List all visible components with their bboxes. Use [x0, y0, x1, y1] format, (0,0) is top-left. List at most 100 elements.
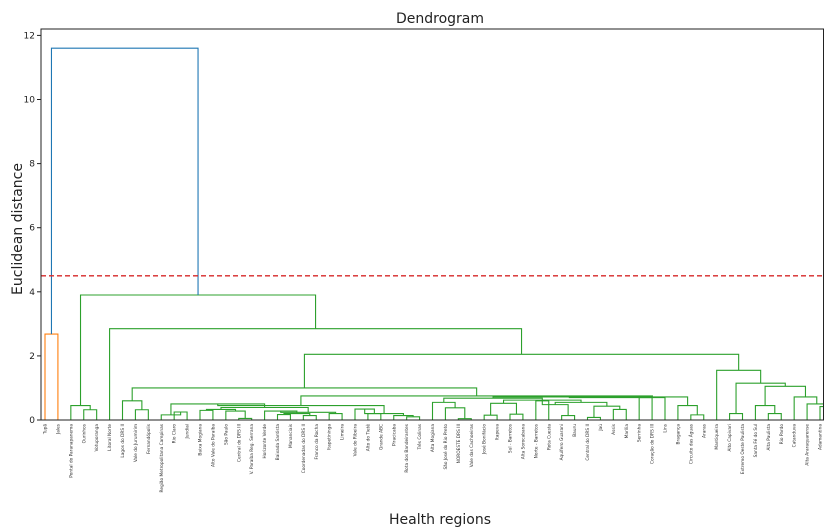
dendrogram-link — [764, 385, 807, 406]
dendrogram-link — [131, 387, 478, 401]
leaf-label: Rio Claro — [172, 424, 178, 444]
dendrogram-link — [490, 402, 518, 416]
dendrogram-link — [328, 413, 343, 420]
leaf-label: Ourinhos — [81, 423, 87, 443]
y-tick-label: 4 — [29, 288, 35, 298]
leaf-label: Vale do Ribeira — [353, 424, 359, 457]
leaf-label: Sul - Barretos — [508, 423, 514, 453]
leaf-label: Assis — [611, 423, 617, 435]
dendrogram-link — [205, 408, 237, 412]
dendrogram-link — [70, 405, 91, 420]
leaf-label: Limeira — [340, 424, 346, 440]
leaf-label: Marília — [623, 424, 630, 439]
leaf-label: Litoral Norte — [107, 424, 113, 451]
leaf-label: Coordenadas do DRS II — [301, 424, 307, 473]
dendrogram-link — [431, 401, 456, 420]
leaf-label: Alta Araraquarense — [805, 424, 811, 466]
dendrogram-link — [134, 409, 149, 420]
leaf-label: Alta Mogiana — [430, 424, 436, 452]
leaf-label: Horizonte Verde — [262, 424, 268, 459]
leaf-label: Extremo Oeste Paulista — [740, 424, 746, 474]
leaf-label: Jales — [55, 423, 61, 435]
dendrogram-link — [535, 400, 550, 420]
dendrogram-link — [767, 413, 782, 420]
plot-frame — [40, 28, 824, 421]
leaf-label: Rio Pardo — [779, 424, 785, 445]
dendrogram-link — [561, 414, 576, 420]
leaf-label: Alto do Tietê — [364, 424, 371, 452]
dendrogram-link — [593, 405, 621, 418]
leaf-label: Alta Sorocabana — [520, 424, 526, 460]
dendrogram-link — [554, 401, 608, 407]
dendrogram-link — [79, 294, 317, 406]
leaf-label: Bragança — [675, 424, 681, 445]
leaf-label: Norte - Barretos — [533, 423, 539, 458]
dendrogram-link — [109, 328, 523, 420]
dendrogram-link — [276, 414, 291, 420]
leaf-label: Grande ABC — [378, 424, 384, 450]
dendrogram-link — [509, 413, 524, 420]
dendrogram-link — [677, 405, 698, 420]
dendrogram-link — [690, 414, 705, 420]
y-axis-ticks: 0 2 4 6 8 10 12 — [24, 31, 41, 426]
y-tick-label: 6 — [29, 224, 35, 234]
dendrogram-link — [483, 414, 498, 420]
dendrogram-link — [354, 408, 375, 420]
leaf-label: Tupã — [43, 424, 49, 435]
dendrogram-link — [716, 369, 762, 420]
dendrogram-link — [638, 397, 653, 420]
dendrogram-link — [612, 408, 627, 420]
dendrogram-link — [568, 396, 666, 420]
dendrogram-link — [754, 405, 776, 420]
leaf-label: Alto Capivari — [727, 424, 733, 452]
leaf-label: Mantiqueira — [714, 424, 720, 450]
dendrogram-link — [729, 413, 744, 420]
leaf-label: Alta Paulista — [766, 424, 772, 451]
y-tick-label: 10 — [24, 96, 36, 106]
dendrogram-link — [735, 382, 786, 414]
leaf-label: Jaú — [597, 424, 604, 432]
leaf-label: Itapetininga — [327, 424, 333, 450]
leaf-label: Mananciais — [288, 423, 294, 448]
leaf-label: Três Colinas — [416, 423, 423, 450]
x-axis-label: Health regions — [389, 512, 491, 528]
dendrogram-link — [199, 409, 214, 420]
leaf-label: Adamantina — [818, 424, 824, 450]
leaf-label: Serrinha — [637, 424, 643, 442]
leaf-label: Santa Fé do Sul — [752, 424, 759, 457]
y-tick-label: 8 — [29, 160, 35, 170]
leaf-label: Circuito das Águas — [687, 423, 694, 464]
leaf-label: Bauru — [572, 424, 578, 437]
leaf-label: Baixa Mogiana — [198, 424, 204, 456]
leaf-label: Alto Vale do Paraíba — [209, 424, 216, 467]
leaf-label: Baixada Santista — [275, 424, 281, 461]
leaf-label: Piracicaba — [391, 424, 397, 446]
dendrogram-link — [217, 403, 385, 414]
leaf-label: Região Metropolitana Campinas — [159, 423, 165, 492]
dendrogram-link — [220, 406, 309, 413]
dendrogram-link — [616, 396, 689, 406]
leaf-label: Pontal do Paranapanema — [68, 424, 74, 478]
y-tick-label: 12 — [24, 31, 35, 41]
dendrogram-link — [121, 400, 143, 420]
leaf-label: V. Paraíba Reg. Serrana — [248, 424, 255, 475]
leaf-label: Itapeva — [495, 424, 501, 440]
dendrogram-link — [83, 409, 98, 420]
y-tick-label: 0 — [29, 416, 35, 426]
dendrogram-links — [44, 47, 824, 420]
y-tick-label: 2 — [29, 352, 35, 362]
dendrogram-link — [443, 397, 543, 403]
dendrogram-link — [238, 417, 253, 420]
dendrogram-link — [302, 414, 317, 420]
dendrogram-link — [819, 405, 824, 420]
leaf-label: Franco da Rocha — [314, 424, 320, 460]
leaf-label: Catanduva — [792, 424, 798, 448]
dendrogram-link — [367, 413, 382, 420]
dendrogram-link — [502, 399, 582, 404]
leaf-label: Vale do Jurumirim — [133, 424, 139, 462]
leaf-label: Araras — [701, 423, 707, 438]
leaf-label: Central do DRS II — [585, 424, 591, 461]
leaf-label: Vale das Cachoeiras — [469, 423, 475, 467]
y-axis-label: Euclidean distance — [10, 163, 26, 295]
leaf-label: Rota dos Bandeirantes — [404, 423, 410, 472]
